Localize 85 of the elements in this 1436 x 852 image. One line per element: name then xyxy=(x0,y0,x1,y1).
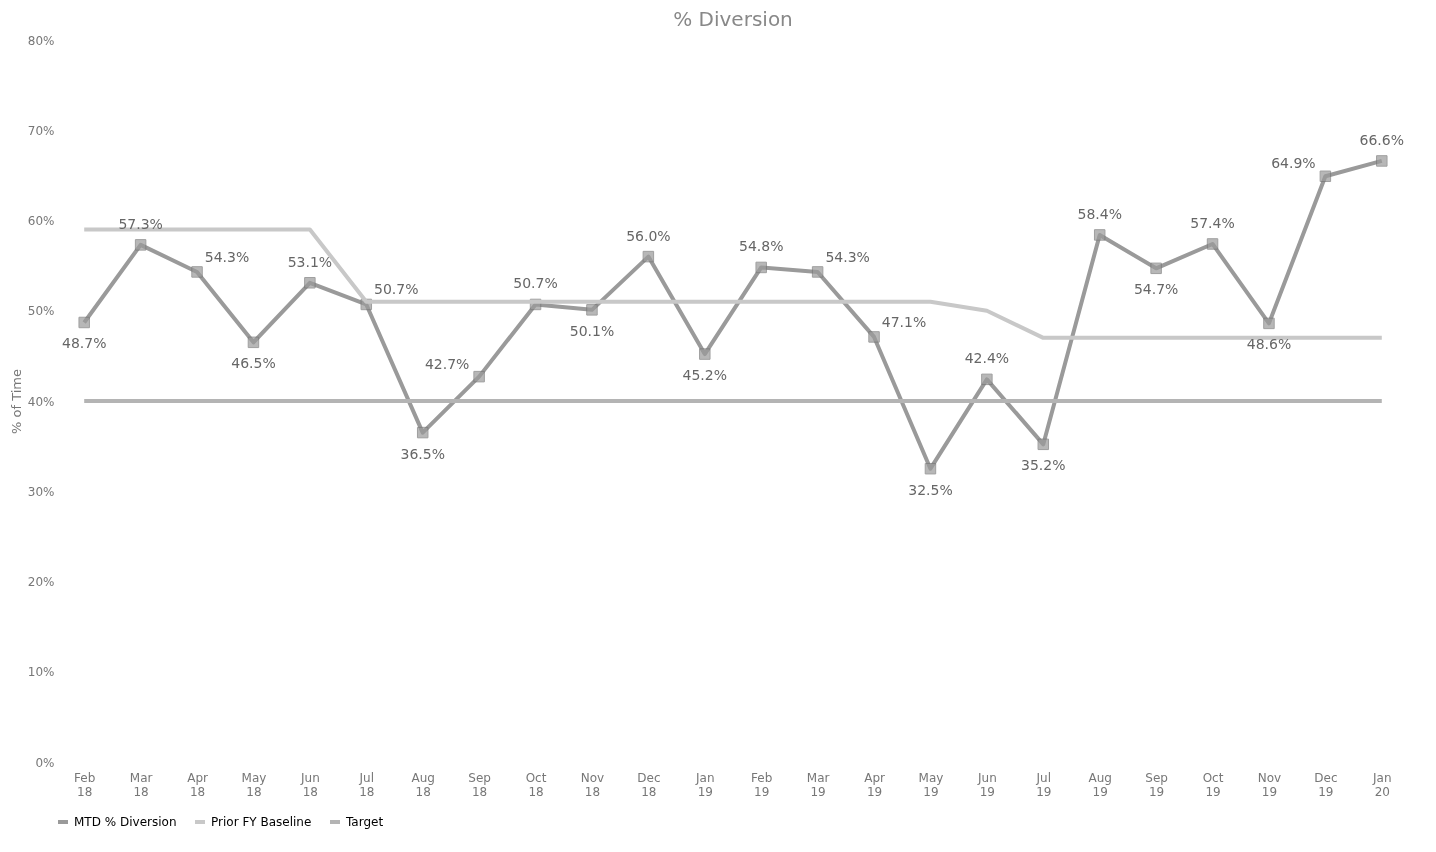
point xyxy=(1263,317,1275,330)
y-tick-label: 60% xyxy=(27,214,55,228)
x-tick-label: Aug 18 xyxy=(411,770,435,799)
x-tick-label: Jun 18 xyxy=(300,770,320,799)
x-tick-label: Jan 20 xyxy=(1372,770,1392,799)
line-series xyxy=(82,227,1384,340)
legend-label: Target xyxy=(345,815,384,829)
x-tick-label: Feb 18 xyxy=(74,770,96,799)
x-tick-label: Jun 19 xyxy=(977,770,997,799)
data-label: 56.0% xyxy=(626,227,671,244)
point xyxy=(134,239,147,251)
point xyxy=(868,331,880,343)
y-tick-label: 70% xyxy=(27,123,55,138)
data-label: 57.4% xyxy=(1190,214,1235,231)
data-label: 45.2% xyxy=(682,367,728,384)
data-label: 46.5% xyxy=(231,355,276,372)
point xyxy=(811,266,824,278)
point xyxy=(1319,170,1332,183)
x-tick-label: Feb 19 xyxy=(751,770,773,799)
data-label: 54.7% xyxy=(1133,281,1179,298)
point xyxy=(1093,229,1106,241)
data-label: 57.3% xyxy=(118,215,163,232)
point xyxy=(699,348,711,360)
x-tick-label: Oct 18 xyxy=(525,770,547,799)
data-label: 32.5% xyxy=(908,481,953,498)
point xyxy=(1206,238,1219,250)
data-label: 42.4% xyxy=(964,350,1010,367)
point xyxy=(473,370,485,383)
data-label: 35.2% xyxy=(1021,457,1066,474)
y-axis-title: % of Time xyxy=(8,369,24,434)
y-tick-label: 0% xyxy=(35,755,55,770)
point xyxy=(78,316,90,329)
legend-label: MTD % Diversion xyxy=(74,815,177,829)
x-tick-label: Jan 19 xyxy=(695,770,715,799)
chart-title: % Diversion xyxy=(673,7,793,31)
point xyxy=(642,250,655,263)
legend-label: Prior FY Baseline xyxy=(211,815,312,829)
point xyxy=(191,266,203,278)
x-tick-label: Dec 18 xyxy=(637,770,661,799)
data-label: 64.9% xyxy=(1271,155,1316,172)
data-label: 48.7% xyxy=(61,335,107,352)
y-tick-label: 80% xyxy=(27,33,55,48)
x-tick-label: Oct 19 xyxy=(1202,770,1224,799)
data-label: 50.7% xyxy=(374,281,419,298)
point xyxy=(924,462,937,475)
x-tick-label: Dec 19 xyxy=(1314,770,1338,799)
data-label: 42.7% xyxy=(424,355,470,372)
point xyxy=(304,277,316,289)
data-label: 50.7% xyxy=(513,275,558,292)
x-tick-label: Nov 19 xyxy=(1257,770,1282,799)
point xyxy=(586,304,598,316)
x-tick-label: Mar 19 xyxy=(806,770,830,799)
point xyxy=(416,426,429,439)
x-tick-label: May 19 xyxy=(918,770,944,799)
data-label: 54.3% xyxy=(204,248,250,265)
x-tick-label: Aug 19 xyxy=(1088,770,1112,799)
point xyxy=(981,373,993,386)
data-label: 58.4% xyxy=(1077,205,1122,222)
data-label: 47.1% xyxy=(881,313,927,330)
y-tick-label: 10% xyxy=(27,665,55,680)
x-tick-label: Apr 18 xyxy=(187,770,208,799)
data-label: 54.3% xyxy=(825,248,870,265)
y-tick-label: 30% xyxy=(27,484,55,499)
x-tick-label: Sep 19 xyxy=(1145,770,1168,799)
x-tick-label: Jul 18 xyxy=(358,770,375,799)
y-tick-label: 50% xyxy=(27,304,55,319)
point xyxy=(755,261,767,274)
data-label: 53.1% xyxy=(287,253,333,270)
point xyxy=(1150,262,1162,275)
data-label: 36.5% xyxy=(400,445,445,462)
data-label: 54.8% xyxy=(738,238,784,255)
point xyxy=(1376,155,1388,167)
x-tick-label: Nov 18 xyxy=(580,770,605,799)
point xyxy=(247,336,260,349)
x-tick-label: May 18 xyxy=(241,770,267,799)
point xyxy=(1037,438,1050,451)
data-label: 48.6% xyxy=(1246,336,1292,353)
x-tick-label: Mar 18 xyxy=(129,770,153,799)
y-tick-label: 40% xyxy=(27,394,55,409)
x-tick-label: Jul 19 xyxy=(1035,770,1052,799)
x-tick-label: Apr 19 xyxy=(864,770,885,799)
data-label: 66.6% xyxy=(1359,131,1405,148)
data-label: 50.1% xyxy=(569,322,615,339)
x-tick-label: Sep 18 xyxy=(468,770,491,799)
y-tick-label: 20% xyxy=(27,575,55,589)
